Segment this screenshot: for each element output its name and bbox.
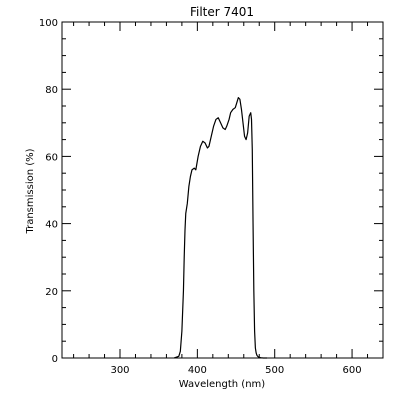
x-tick-label: 600 <box>343 365 362 376</box>
y-tick-label: 40 <box>45 220 58 231</box>
plot-frame <box>61 21 384 359</box>
y-tick-label: 100 <box>39 18 58 29</box>
x-tick-label: 300 <box>110 365 129 376</box>
chart-title: Filter 7401 <box>190 5 254 19</box>
axis-ticks <box>62 21 384 359</box>
y-tick-label: 20 <box>45 287 58 298</box>
y-tick-label: 0 <box>52 354 58 365</box>
x-axis-label: Wavelength (nm) <box>179 379 265 390</box>
x-tick-label: 400 <box>188 365 207 376</box>
series-line-transmission <box>173 97 267 359</box>
y-tick-label: 60 <box>45 152 58 163</box>
tick-labels: 300 400 500 600 0 20 40 60 80 100 <box>39 18 362 376</box>
y-axis-label: Transmission (%) <box>25 148 36 234</box>
y-tick-label: 80 <box>45 85 58 96</box>
x-tick-label: 500 <box>265 365 284 376</box>
